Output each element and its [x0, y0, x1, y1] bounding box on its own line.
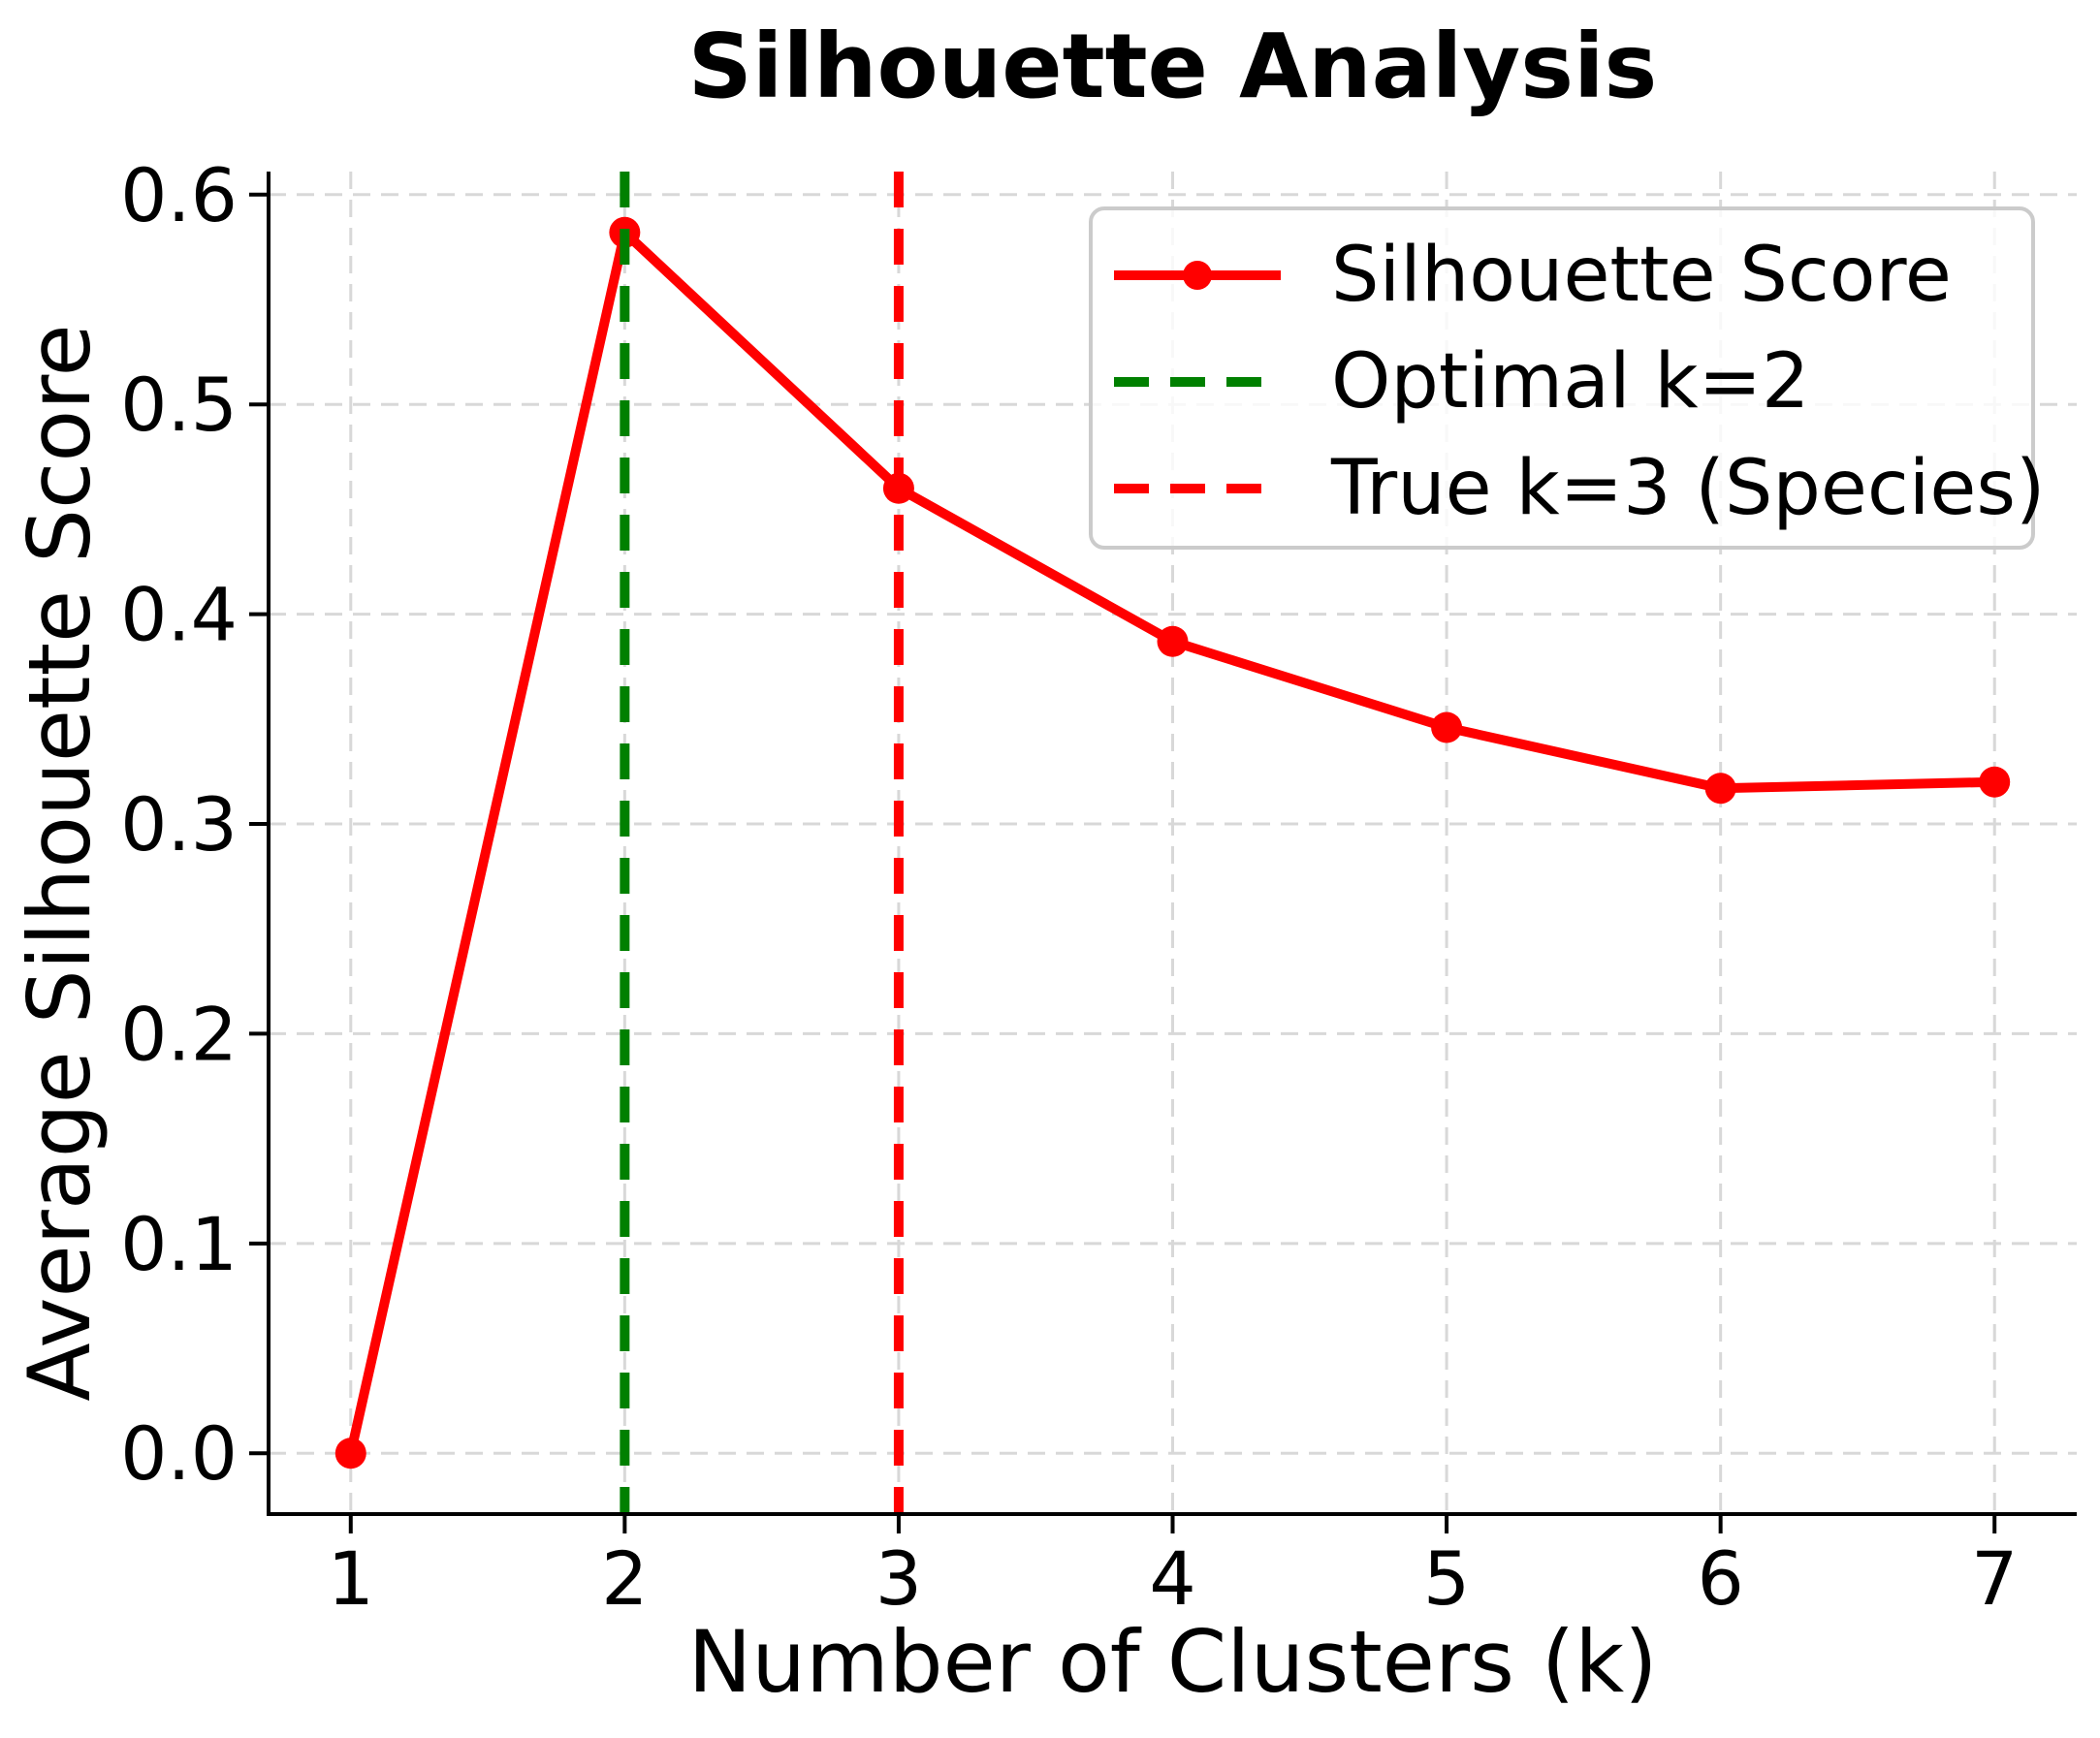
y-tick-label: 0.4 — [120, 572, 238, 658]
legend-red-dashed-sample — [1114, 472, 1281, 505]
x-axis-label: Number of Clusters (k) — [687, 1612, 1658, 1712]
x-tick-label: 2 — [601, 1535, 648, 1622]
legend-item-silhouette-score: Silhouette Score — [1114, 222, 2031, 329]
data-point-marker — [1979, 766, 2011, 798]
legend-label-optimal-k: Optimal k=2 — [1331, 338, 1810, 426]
y-tick-label: 0.2 — [120, 991, 238, 1077]
x-tick-label: 5 — [1423, 1535, 1470, 1622]
legend-dashed-line-icon — [1114, 484, 1281, 493]
legend-line-marker-sample — [1114, 259, 1281, 292]
legend-label-true-k: True k=3 (Species) — [1331, 445, 2046, 532]
y-tick-label: 0.5 — [120, 362, 238, 448]
x-tick-label: 6 — [1697, 1535, 1743, 1622]
x-tick-label: 7 — [1971, 1535, 2018, 1622]
y-tick-label: 0.0 — [120, 1410, 238, 1497]
data-point-marker — [1704, 773, 1736, 805]
x-tick-label: 3 — [875, 1535, 922, 1622]
data-point-marker — [1157, 625, 1189, 657]
y-axis-label: Average Silhouette Score — [10, 324, 110, 1402]
data-point-marker — [1431, 711, 1463, 743]
x-tick-label: 1 — [328, 1535, 374, 1622]
legend-label-silhouette-score: Silhouette Score — [1331, 232, 1952, 319]
y-tick-label: 0.3 — [120, 781, 238, 868]
chart-title: Silhouette Analysis — [687, 15, 1658, 118]
legend-green-dashed-sample — [1114, 365, 1281, 398]
legend-circle-marker-icon — [1183, 261, 1212, 290]
data-point-marker — [334, 1438, 366, 1469]
x-tick-label: 4 — [1149, 1535, 1195, 1622]
legend-item-optimal-k: Optimal k=2 — [1114, 329, 2031, 435]
legend: Silhouette Score Optimal k=2 True k=3 (S… — [1089, 206, 2045, 550]
legend-dashed-line-icon — [1114, 377, 1281, 387]
y-tick-label: 0.1 — [120, 1201, 238, 1287]
legend-item-true-k: True k=3 (Species) — [1114, 435, 2045, 542]
y-tick-label: 0.6 — [120, 152, 238, 238]
